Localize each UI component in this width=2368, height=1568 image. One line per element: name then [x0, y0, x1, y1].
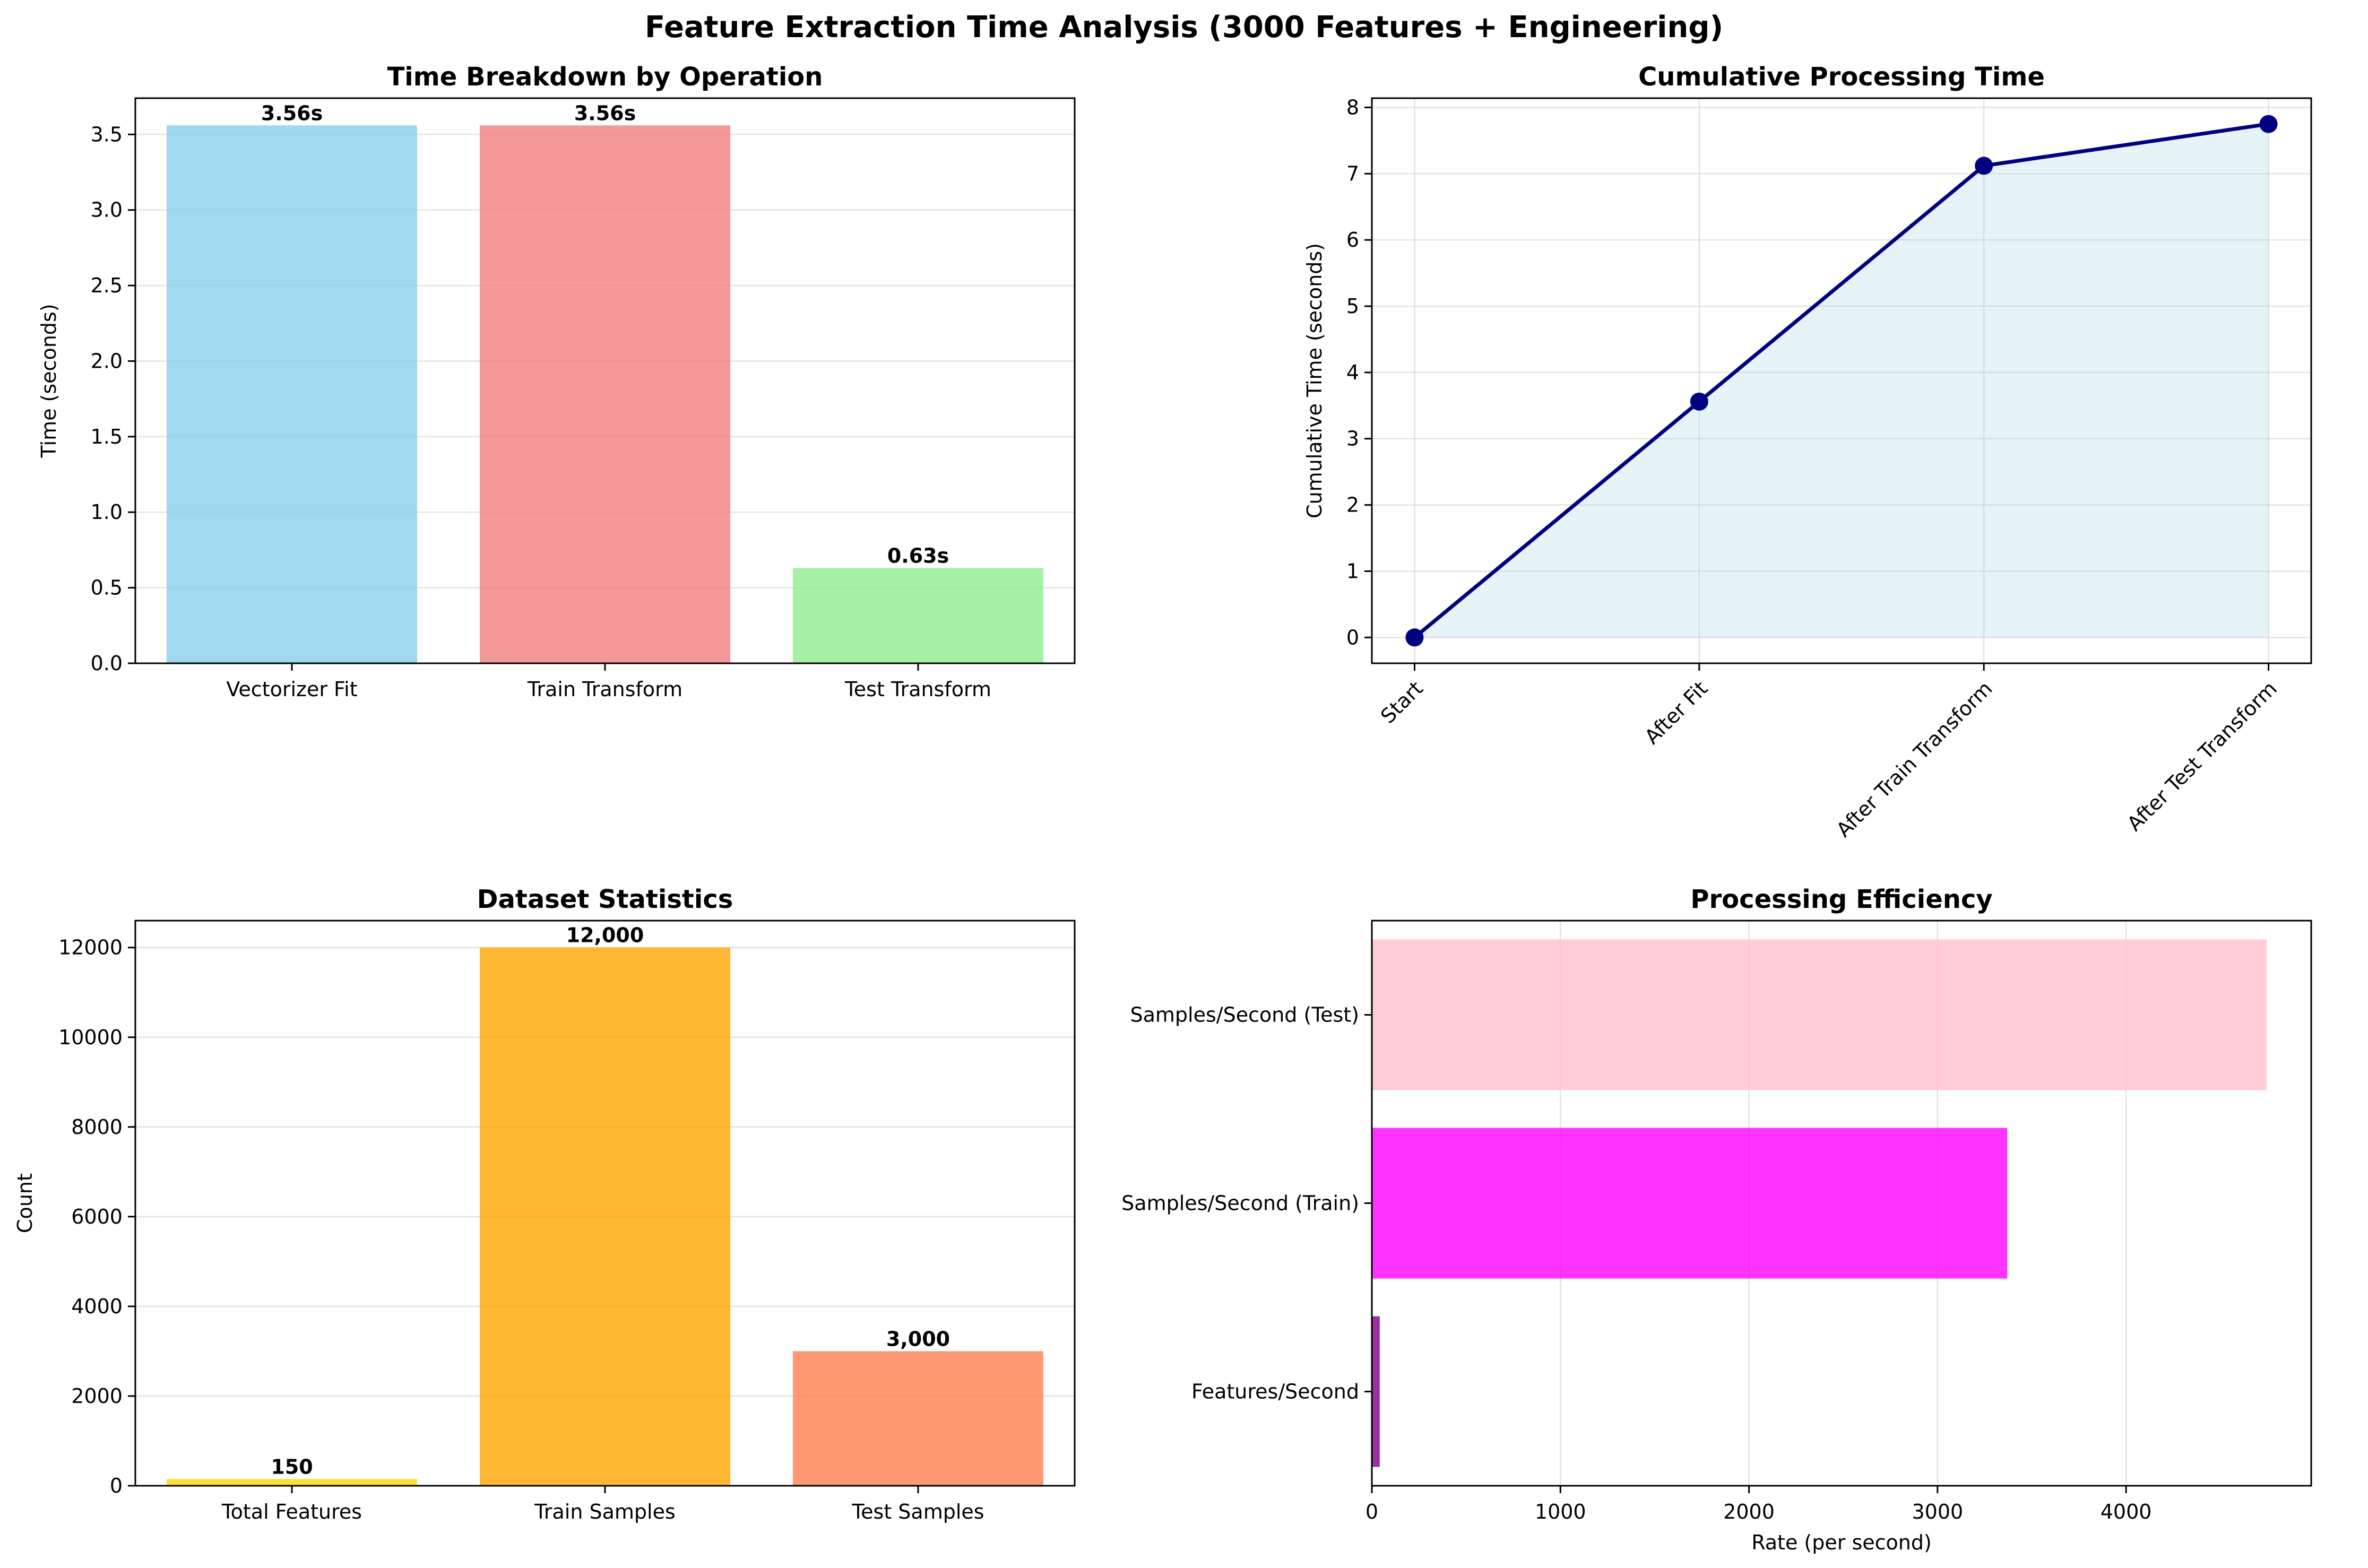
time-breakdown-y-tick-label: 2.0	[91, 349, 123, 372]
efficiency-bar-samples-second-train	[1372, 1128, 2008, 1279]
cumulative-area-fill	[1414, 124, 2269, 638]
figure-suptitle: Feature Extraction Time Analysis (3000 F…	[645, 10, 1723, 45]
time-breakdown-bar-train-transform	[480, 125, 730, 663]
time-breakdown-x-tick-label: Vectorizer Fit	[226, 678, 357, 701]
cumulative-point-start	[1405, 628, 1424, 647]
time-breakdown-x-tick-label: Test Transform	[844, 678, 991, 701]
cumulative-y-tick-label: 1	[1346, 559, 1359, 583]
dataset-data-label: 12,000	[566, 924, 644, 947]
cumulative-y-tick-label: 2	[1346, 493, 1359, 517]
time-breakdown-y-tick-label: 1.5	[91, 425, 123, 448]
dataset-bar-test-samples	[793, 1351, 1043, 1486]
time-breakdown-y-tick-label: 0.0	[91, 652, 123, 675]
dataset-data-label: 150	[271, 1455, 313, 1478]
cumulative-y-tick-label: 8	[1346, 96, 1359, 119]
efficiency-y-tick-label: Samples/Second (Train)	[1121, 1192, 1359, 1215]
efficiency-x-tick-label: 2000	[1723, 1500, 1775, 1523]
dataset-axes-frame	[134, 920, 1076, 1487]
time-breakdown-y-tick-label: 0.5	[91, 576, 123, 600]
cumulative-x-tick-label: After Train Transform	[1832, 677, 1997, 842]
efficiency-x-tick-label: 3000	[1912, 1500, 1963, 1523]
dataset-y-tick-label: 8000	[71, 1115, 123, 1139]
cumulative-title: Cumulative Processing Time	[1638, 62, 2045, 92]
cumulative-x-tick-label: After Fit	[1640, 677, 1712, 749]
efficiency-x-tick-label: 0	[1366, 1500, 1378, 1523]
dataset-y-tick-label: 0	[110, 1474, 123, 1497]
time-breakdown-data-label: 3.56s	[574, 101, 636, 125]
efficiency-bar-samples-second-test	[1372, 939, 2267, 1090]
time-breakdown-bar-vectorizer-fit	[167, 125, 417, 663]
cumulative-point-after-test-transform	[2259, 115, 2278, 133]
cumulative-y-tick-label: 4	[1346, 361, 1359, 384]
efficiency-title: Processing Efficiency	[1690, 885, 1992, 914]
cumulative-axes-frame	[1371, 97, 2312, 664]
dataset-bar-total-features	[167, 1479, 417, 1486]
time-breakdown-axes-frame	[134, 97, 1076, 664]
efficiency-y-tick-label: Samples/Second (Test)	[1130, 1003, 1360, 1027]
time-breakdown-data-label: 0.63s	[887, 544, 949, 568]
time-breakdown-chart: 3.56s Vectorizer Fit 3.56s Train Transform 0…	[37, 62, 1076, 701]
time-breakdown-bar-test-transform	[793, 568, 1043, 663]
processing-efficiency-chart: Features/Second Samples/Second (Train) Sam…	[1121, 885, 2312, 1554]
efficiency-axes-frame	[1371, 920, 2312, 1487]
dataset-x-tick-label: Test Samples	[851, 1500, 984, 1523]
dataset-data-label: 3,000	[886, 1327, 950, 1350]
dataset-statistics-chart: 150 Total Features 12,000 Train Samples 3,00…	[13, 885, 1076, 1523]
cumulative-point-after-fit	[1690, 392, 1708, 411]
cumulative-time-chart: Start After Fit After Train Transform After…	[1303, 62, 2312, 842]
cumulative-y-tick-label: 5	[1346, 294, 1359, 318]
efficiency-x-tick-label: 4000	[2101, 1500, 2152, 1523]
dataset-x-tick-label: Total Features	[221, 1500, 362, 1523]
time-breakdown-y-tick-label: 3.5	[91, 123, 123, 146]
time-breakdown-data-label: 3.56s	[261, 101, 323, 125]
cumulative-point-after-train-transform	[1975, 157, 1993, 175]
cumulative-y-tick-label: 6	[1346, 228, 1359, 252]
efficiency-x-axis-label: Rate (per second)	[1751, 1531, 1932, 1554]
dataset-y-tick-label: 12000	[58, 936, 123, 959]
time-breakdown-y-axis-label: Time (seconds)	[37, 304, 61, 458]
time-breakdown-x-tick-label: Train Transform	[527, 678, 682, 701]
time-breakdown-y-tick-label: 3.0	[91, 198, 123, 222]
efficiency-x-tick-label: 1000	[1535, 1500, 1586, 1523]
cumulative-y-tick-label: 7	[1346, 162, 1359, 185]
efficiency-bar-features-second	[1372, 1316, 1380, 1467]
cumulative-x-tick-label: Start	[1376, 677, 1428, 728]
dataset-y-tick-label: 2000	[71, 1384, 123, 1408]
cumulative-y-tick-label: 0	[1346, 626, 1359, 649]
time-breakdown-title: Time Breakdown by Operation	[387, 62, 823, 92]
dataset-y-tick-label: 4000	[71, 1295, 123, 1318]
dataset-bar-train-samples	[480, 947, 730, 1486]
cumulative-x-tick-label: After Test Transform	[2123, 677, 2281, 835]
cumulative-y-axis-label: Cumulative Time (seconds)	[1303, 243, 1326, 518]
efficiency-y-tick-label: Features/Second	[1191, 1380, 1359, 1404]
dataset-y-tick-label: 10000	[58, 1026, 123, 1049]
dataset-y-axis-label: Count	[13, 1173, 37, 1233]
cumulative-y-tick-label: 3	[1346, 427, 1359, 451]
time-breakdown-y-tick-label: 2.5	[91, 274, 123, 297]
cumulative-series-line	[1413, 122, 2269, 639]
dataset-x-tick-label: Train Samples	[534, 1500, 676, 1523]
dataset-y-tick-label: 6000	[71, 1205, 123, 1228]
time-breakdown-y-tick-label: 1.0	[91, 500, 123, 524]
dataset-title: Dataset Statistics	[477, 885, 733, 914]
